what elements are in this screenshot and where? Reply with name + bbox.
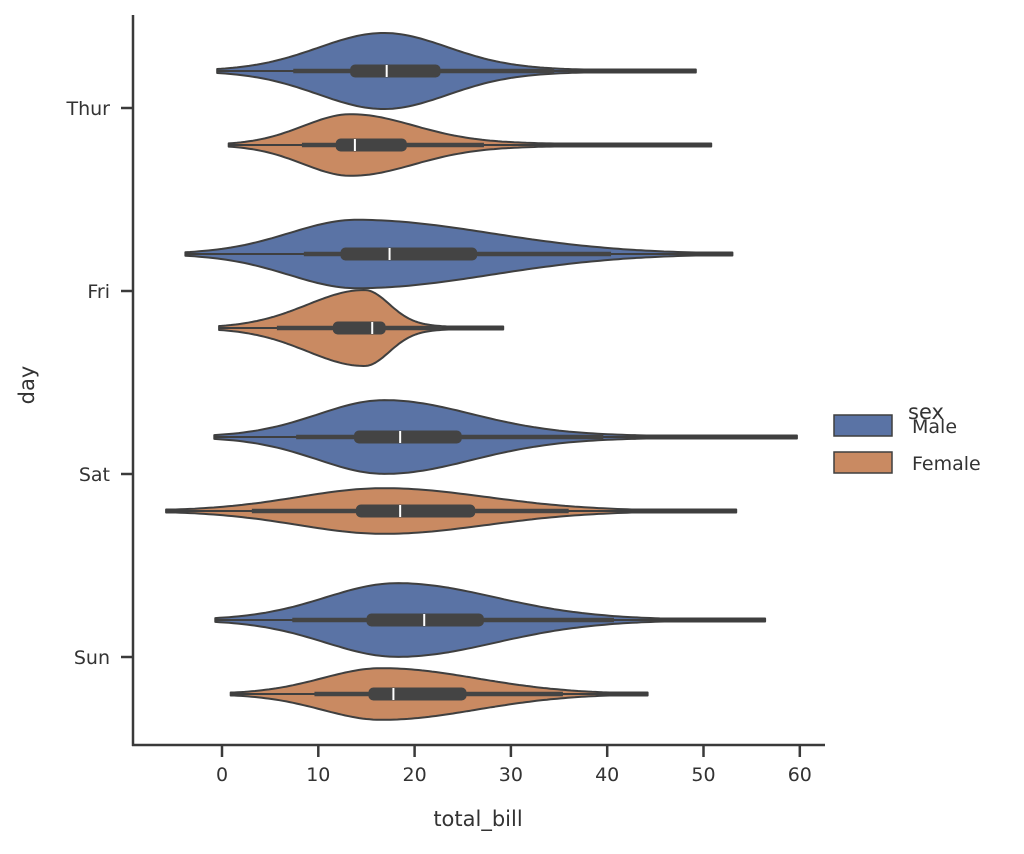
legend: sex Male Female (833, 400, 981, 475)
y-tick-label: Thur (65, 98, 110, 120)
iqr-box (340, 247, 478, 261)
iqr-box (353, 430, 462, 444)
iqr-box (350, 64, 441, 78)
legend-label-male: Male (912, 416, 957, 438)
legend-title: sex (908, 400, 944, 424)
x-tick-label: 30 (499, 764, 523, 786)
x-tick-label: 40 (595, 764, 619, 786)
x-tick-label: 10 (306, 764, 330, 786)
x-tick-label: 0 (216, 764, 228, 786)
iqr-box (368, 687, 467, 701)
x-tick-label: 20 (403, 764, 427, 786)
y-axis-label: day (15, 366, 39, 405)
iqr-box (355, 504, 476, 518)
violins-layer (165, 32, 798, 721)
y-tick-label: Sun (74, 647, 110, 669)
x-axis-label: total_bill (433, 807, 522, 832)
y-tick-label: Fri (87, 281, 110, 303)
legend-label-female: Female (912, 453, 981, 475)
iqr-box (332, 321, 386, 335)
y-ticks: Thur Fri Sat Sun (65, 98, 133, 669)
x-ticks: 0 10 20 30 40 50 60 (216, 745, 812, 786)
x-tick-label: 50 (691, 764, 715, 786)
x-tick-label: 60 (788, 764, 812, 786)
legend-swatch-female (833, 451, 893, 474)
y-tick-label: Sat (79, 464, 110, 486)
legend-swatch-male (833, 414, 893, 437)
iqr-box (335, 138, 407, 152)
